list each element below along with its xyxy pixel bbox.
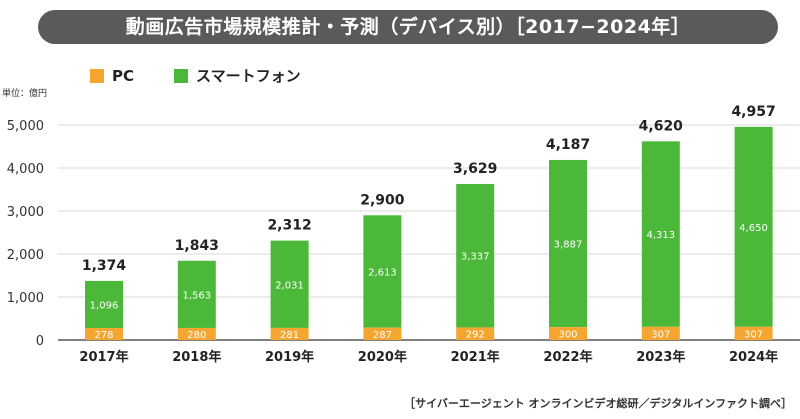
- total-value-label: 2,312: [267, 218, 311, 234]
- bar-pc: [734, 326, 773, 340]
- total-value-label: 4,187: [546, 137, 590, 153]
- source-note: ［サイバーエージェント オンラインビデオ総研／デジタルインファクト調べ］: [404, 397, 792, 410]
- legend-item-smartphone: スマートフォン: [174, 65, 301, 86]
- y-tick-label: 0: [36, 334, 44, 349]
- legend: PC スマートフォン: [90, 65, 341, 86]
- bar-pc: [363, 327, 402, 340]
- x-tick-label: 2024年: [729, 349, 778, 365]
- bar-pc: [177, 327, 216, 340]
- total-value-label: 4,620: [639, 118, 684, 134]
- pc-value-label: 278: [94, 330, 113, 341]
- legend-item-pc: PC: [90, 67, 134, 85]
- bar-smartphone: [177, 260, 216, 328]
- total-value-label: 1,374: [82, 258, 127, 274]
- smartphone-value-label: 3,337: [461, 252, 490, 263]
- x-tick-label: 2023年: [636, 349, 685, 365]
- smartphone-value-label: 2,031: [275, 280, 304, 291]
- bar-smartphone: [85, 280, 123, 329]
- legend-swatch-pc: [90, 68, 104, 83]
- x-tick-label: 2021年: [451, 349, 500, 365]
- y-tick-label: 1,000: [7, 291, 44, 306]
- total-value-label: 2,900: [360, 192, 405, 208]
- smartphone-value-label: 4,650: [739, 223, 768, 234]
- pc-value-label: 307: [651, 329, 670, 340]
- pc-value-label: 307: [744, 329, 763, 340]
- bar-smartphone: [456, 183, 495, 328]
- bar-pc: [456, 327, 495, 340]
- smartphone-value-label: 4,313: [646, 230, 675, 241]
- bar-pc: [85, 328, 123, 340]
- pc-value-label: 300: [558, 330, 577, 341]
- x-tick-label: 2018年: [172, 349, 221, 365]
- y-tick-label: 3,000: [7, 205, 44, 220]
- x-tick-label: 2022年: [543, 349, 592, 365]
- pc-value-label: 280: [187, 330, 206, 341]
- smartphone-value-label: 1,096: [90, 300, 119, 311]
- bar-smartphone: [549, 159, 587, 328]
- pc-value-label: 287: [373, 330, 392, 341]
- smartphone-value-label: 1,563: [182, 290, 211, 301]
- bar-smartphone: [734, 126, 773, 327]
- y-tick-label: 5,000: [7, 119, 44, 134]
- total-value-label: 1,843: [175, 238, 219, 254]
- unit-label: 単位：億円: [2, 89, 48, 99]
- bar-pc: [270, 327, 309, 340]
- y-tick-label: 4,000: [7, 162, 44, 177]
- pc-value-label: 292: [466, 330, 485, 341]
- legend-swatch-smartphone: [174, 68, 189, 83]
- chart-title: 動画広告市場規模推計・予測（デバイス別）［2017−2024年］: [38, 10, 778, 44]
- legend-label-smartphone: スマートフォン: [196, 67, 301, 85]
- x-tick-label: 2019年: [265, 349, 314, 365]
- bar-smartphone: [641, 141, 680, 327]
- smartphone-value-label: 2,613: [368, 267, 397, 278]
- smartphone-value-label: 3,887: [554, 240, 583, 251]
- x-tick-label: 2020年: [358, 349, 407, 365]
- legend-label-pc: PC: [112, 66, 135, 85]
- x-tick-label: 2017年: [79, 349, 128, 365]
- pc-value-label: 281: [280, 330, 299, 341]
- bar-smartphone: [270, 240, 309, 328]
- total-value-label: 3,629: [453, 161, 497, 177]
- total-value-label: 4,957: [731, 104, 775, 120]
- bar-pc: [641, 326, 680, 340]
- bar-pc: [549, 327, 587, 340]
- bar-smartphone: [363, 215, 402, 328]
- y-tick-label: 2,000: [7, 248, 44, 263]
